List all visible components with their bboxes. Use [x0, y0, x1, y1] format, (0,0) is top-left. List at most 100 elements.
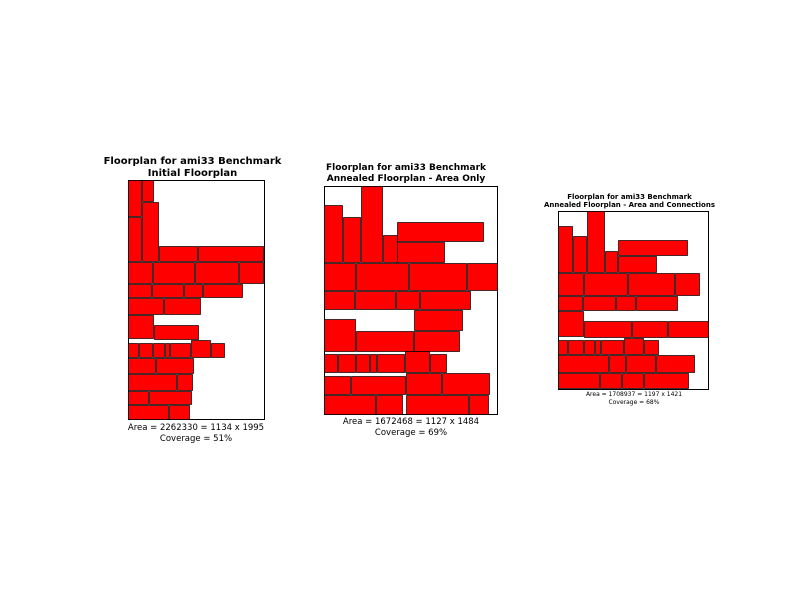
module-block [195, 262, 239, 284]
module-block [558, 373, 600, 389]
module-block [128, 405, 169, 420]
module-block [128, 217, 142, 262]
module-block [142, 180, 154, 202]
module-block [396, 291, 420, 310]
module-block [605, 251, 618, 273]
module-block [324, 354, 338, 373]
module-block [128, 180, 142, 217]
module-block [356, 263, 409, 291]
module-block [584, 321, 632, 338]
module-block [351, 376, 406, 395]
module-block [558, 355, 609, 373]
module-block [154, 325, 199, 340]
panel-1-title: Floorplan for ami33 Benchmark Initial Fl… [103, 156, 282, 179]
module-block [128, 298, 164, 315]
module-block [558, 273, 584, 296]
module-block [397, 242, 445, 263]
module-block [442, 373, 490, 395]
module-block [356, 331, 414, 352]
module-block [573, 236, 587, 273]
module-block [324, 376, 351, 395]
module-block [139, 343, 153, 358]
module-block [324, 263, 356, 291]
module-block [656, 355, 695, 373]
panel-2-title: Floorplan for ami33 Benchmark Annealed F… [325, 163, 487, 184]
module-block [618, 256, 657, 273]
module-block [324, 205, 343, 263]
module-block [406, 373, 442, 395]
module-block [165, 343, 170, 358]
panel-2-caption: Area = 1672468 = 1127 x 1484 Coverage = … [342, 417, 480, 438]
module-block [142, 202, 159, 262]
module-block [467, 263, 498, 291]
module-block [469, 395, 489, 415]
module-block [618, 240, 688, 256]
panel-1-floorplan [128, 180, 265, 420]
module-block [128, 343, 139, 358]
module-block [153, 262, 195, 284]
module-block [636, 296, 678, 311]
module-block [149, 391, 192, 405]
module-block [128, 358, 156, 374]
module-block [156, 358, 194, 374]
module-block [198, 246, 264, 262]
module-block [128, 374, 177, 391]
module-block [164, 298, 201, 315]
module-block [153, 343, 165, 358]
module-block [616, 296, 636, 311]
module-block [184, 284, 203, 298]
module-block [239, 262, 264, 284]
module-block [324, 319, 356, 352]
module-block [159, 246, 198, 262]
module-block [601, 340, 624, 355]
module-block [583, 296, 616, 311]
module-block [414, 331, 460, 352]
module-block [626, 355, 656, 373]
panel-1-caption: Area = 2262330 = 1134 x 1995 Coverage = … [127, 423, 265, 444]
module-block [383, 235, 398, 263]
module-block [361, 186, 383, 263]
module-block [609, 355, 626, 373]
module-block [558, 311, 584, 337]
module-block [668, 321, 709, 338]
module-block [644, 340, 659, 355]
module-block [203, 284, 243, 298]
module-block [558, 226, 573, 273]
module-block [397, 222, 484, 242]
module-block [558, 340, 568, 355]
module-block [600, 373, 622, 389]
module-block [584, 273, 628, 296]
module-block [414, 310, 463, 331]
module-block [409, 263, 467, 291]
module-block [152, 284, 184, 298]
module-block [420, 291, 471, 310]
module-block [128, 284, 152, 298]
module-block [324, 291, 355, 310]
module-block [169, 405, 190, 420]
module-block [128, 262, 153, 284]
module-block [211, 343, 225, 358]
module-block [355, 291, 396, 310]
module-block [406, 395, 469, 415]
module-block [128, 315, 154, 339]
module-block [430, 354, 447, 373]
module-block [622, 373, 644, 389]
panel-3-title: Floorplan for ami33 Benchmark Annealed F… [543, 193, 716, 210]
module-block [338, 354, 356, 373]
module-block [128, 391, 149, 405]
panel-3-caption: Area = 1708937 = 1197 x 1421 Coverage = … [585, 391, 683, 406]
module-block [343, 217, 361, 263]
panel-3-floorplan [558, 211, 709, 390]
panel-2-floorplan [324, 186, 498, 415]
module-block [675, 273, 700, 296]
module-block [584, 340, 595, 355]
module-block [632, 321, 668, 338]
module-block [356, 354, 370, 373]
module-block [170, 343, 191, 358]
module-block [595, 340, 601, 355]
module-block [405, 351, 430, 373]
module-block [377, 354, 405, 373]
module-block [568, 340, 584, 355]
module-block [376, 395, 403, 415]
module-block [558, 296, 583, 311]
